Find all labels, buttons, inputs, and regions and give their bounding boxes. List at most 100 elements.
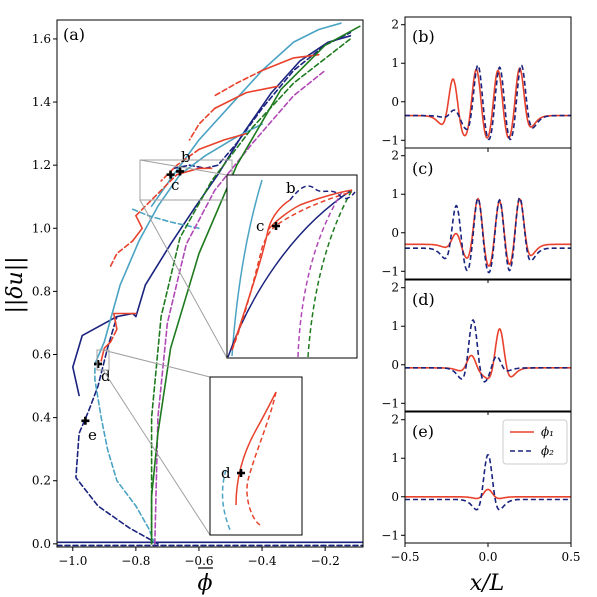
x-tick-label: −0.5 bbox=[390, 550, 419, 564]
inset-bottom-marker-d bbox=[237, 469, 245, 477]
y-axis-title: ||δu|| bbox=[3, 256, 28, 313]
profile-φ2 bbox=[405, 64, 571, 141]
y-tick-label: 1 bbox=[391, 56, 399, 70]
branch-navy-dashed-1 bbox=[75, 315, 159, 545]
marker-e bbox=[81, 416, 90, 425]
profile-φ1 bbox=[405, 488, 571, 500]
y-tick-label: 1 bbox=[391, 319, 399, 333]
branch-red-solid-10 bbox=[113, 312, 137, 331]
y-tick-label: 0.8 bbox=[32, 284, 51, 298]
panel-e-tag: (e) bbox=[412, 422, 434, 441]
profile-φ1 bbox=[405, 327, 571, 380]
branch-red-dashed-18 bbox=[135, 173, 178, 217]
inset-top-label-c: c bbox=[256, 217, 264, 235]
y-tick-label: 0.2 bbox=[32, 474, 51, 488]
inset-bottom-curve-teal bbox=[221, 469, 231, 531]
branch-red-solid-14 bbox=[213, 85, 279, 110]
inset-bottom-label-d: d bbox=[221, 464, 231, 482]
panel-a-frame bbox=[56, 19, 364, 548]
inset-top-curve-red bbox=[231, 223, 279, 351]
x-tick-label: −0.4 bbox=[247, 554, 277, 568]
y-tick-label: −1 bbox=[381, 133, 399, 147]
y-tick-label: 2 bbox=[391, 149, 399, 163]
inset-top-curve-purple bbox=[297, 191, 343, 358]
zoom-inset-bottom: d bbox=[96, 349, 303, 536]
branch-purple-dashed-22 bbox=[154, 69, 326, 545]
branch-navy-solid-0 bbox=[72, 35, 352, 397]
x-tick-label: −0.8 bbox=[121, 554, 150, 568]
marker-label-b: b bbox=[181, 148, 191, 166]
branch-green-dashed-23 bbox=[150, 38, 352, 545]
branch-red-solid-12 bbox=[176, 167, 213, 176]
zoom-inset-top: b c bbox=[139, 159, 358, 359]
inset-top-label-b: b bbox=[286, 179, 296, 197]
legend-label-phi2: ϕ₂ bbox=[541, 444, 554, 458]
marker-label-c: c bbox=[171, 176, 179, 194]
branch-red-solid-11 bbox=[131, 214, 143, 242]
x-tick-label: 0.5 bbox=[561, 550, 580, 564]
profile-φ2 bbox=[405, 453, 571, 511]
inset-bottom-curve-red bbox=[246, 391, 277, 526]
y-tick-label: −1 bbox=[381, 396, 399, 410]
y-tick-label: 2 bbox=[391, 281, 399, 295]
svg-text:x/L: x/L bbox=[470, 571, 504, 596]
y-tick-label: 2 bbox=[391, 413, 399, 427]
profile-φ2 bbox=[405, 318, 571, 383]
x-tick-label: −0.2 bbox=[311, 554, 340, 568]
zoom-box-bottom bbox=[96, 349, 110, 371]
inset-top-curve-teal bbox=[231, 179, 263, 357]
profile-x-axis-title: x/L bbox=[470, 571, 504, 596]
x-tick-label: 0.0 bbox=[478, 550, 497, 564]
legend: ϕ₁ ϕ₂ bbox=[502, 419, 568, 465]
y-tick-label: 1 bbox=[391, 187, 399, 201]
branch-green-solid-24 bbox=[150, 25, 361, 545]
panel-e-profile: −1 0 1 2 −0.5 0.0 0.5 bbox=[381, 411, 581, 564]
inset-top-frame bbox=[226, 174, 358, 359]
branch-red-dashed-19 bbox=[160, 148, 200, 182]
panel-b-profile: −1 0 1 2 bbox=[381, 16, 572, 152]
y-tick-label: 0 bbox=[391, 490, 399, 504]
marker-d bbox=[94, 359, 103, 368]
y-tick-label: −1 bbox=[381, 528, 399, 542]
y-tick-label: 0.4 bbox=[32, 411, 51, 425]
profile-φ1 bbox=[405, 197, 571, 267]
y-tick-label: 1.0 bbox=[32, 221, 51, 235]
legend-label-phi1: ϕ₁ bbox=[541, 425, 554, 439]
svg-text:ϕ: ϕ bbox=[198, 571, 213, 596]
branch-teal-dashed-8 bbox=[131, 208, 200, 230]
y-tick-label: 0 bbox=[391, 226, 399, 240]
y-tick-label: 0.0 bbox=[32, 537, 51, 551]
panel-d-profile: −1 0 1 2 bbox=[381, 279, 572, 415]
zoom-connector bbox=[102, 349, 211, 378]
branch-red-solid-9 bbox=[100, 341, 112, 362]
branch-navy-dashed-2 bbox=[172, 31, 352, 170]
zoom-connector bbox=[102, 369, 211, 536]
y-tick-label: 2 bbox=[391, 18, 399, 32]
y-tick-label: 1.6 bbox=[32, 32, 51, 46]
y-tick-label: 1 bbox=[391, 451, 399, 465]
panel-b-tag: (b) bbox=[412, 27, 435, 46]
y-tick-label: 1.4 bbox=[32, 95, 51, 109]
inset-top-curve-green bbox=[307, 189, 353, 358]
x-tick-label: −0.6 bbox=[184, 554, 213, 568]
branch-red-dashed-16 bbox=[109, 328, 118, 343]
y-tick-label: 0.6 bbox=[32, 348, 51, 362]
panel-d-tag: (d) bbox=[412, 290, 435, 309]
zoom-connector bbox=[139, 159, 228, 176]
inset-top-curve-red bbox=[231, 199, 291, 351]
branch-teal-solid-6 bbox=[150, 22, 342, 207]
marker-c bbox=[166, 170, 175, 179]
profile-φ2 bbox=[405, 196, 571, 274]
branch-red-dashed-17 bbox=[109, 240, 134, 267]
inset-top-curve-navy bbox=[289, 185, 356, 201]
branch-red-dashed-20 bbox=[188, 107, 216, 141]
branch-red-dashed-21 bbox=[213, 69, 263, 97]
x-axis-title: ϕ bbox=[198, 567, 213, 596]
profile-φ1 bbox=[405, 67, 571, 139]
x-tick-label: −1.0 bbox=[58, 554, 87, 568]
branch-red-solid-15 bbox=[261, 53, 320, 72]
zoom-connector bbox=[139, 199, 228, 359]
panel-a-bifurcation-diagram: −1.0 −0.8 −0.6 −0.4 −0.2 0.0 0.2 0.4 0.6 0.8 1.0 1.… bbox=[3, 19, 364, 596]
marker-label-d: d bbox=[101, 367, 111, 385]
